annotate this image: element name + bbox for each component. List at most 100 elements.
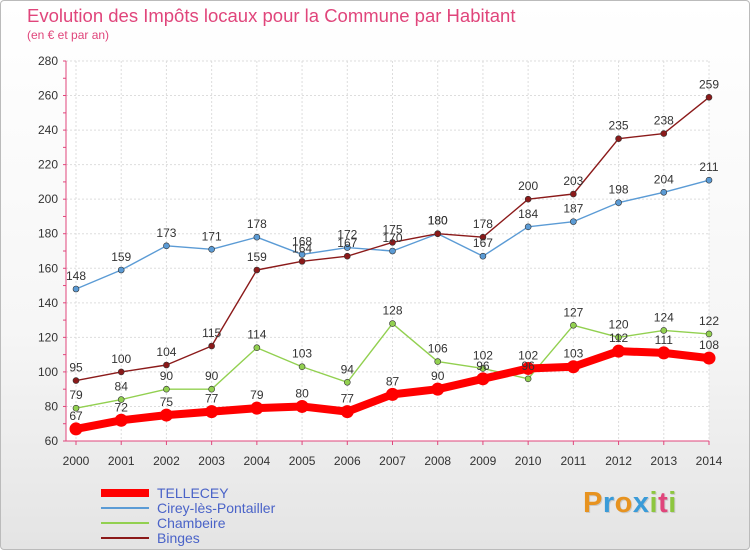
data-label: 90 xyxy=(160,369,174,383)
data-label: 127 xyxy=(563,305,583,319)
data-label: 200 xyxy=(518,179,538,193)
x-tick-label: 2009 xyxy=(470,454,497,468)
x-tick-label: 2008 xyxy=(424,454,451,468)
chart-title: Evolution des Impôts locaux pour la Comm… xyxy=(27,5,516,26)
data-label: 259 xyxy=(699,77,719,91)
data-point xyxy=(479,233,487,241)
data-label: 87 xyxy=(386,374,400,388)
data-point xyxy=(163,242,170,250)
data-label: 114 xyxy=(247,328,266,342)
data-label: 106 xyxy=(428,342,448,356)
proxiti-logo: Proxiti xyxy=(583,487,677,520)
data-point xyxy=(566,360,580,374)
data-point xyxy=(298,363,306,371)
data-label: 172 xyxy=(337,228,357,242)
data-label: 120 xyxy=(609,317,629,331)
data-label: 67 xyxy=(69,409,83,423)
data-point xyxy=(434,358,442,365)
data-point xyxy=(660,327,668,334)
data-label: 111 xyxy=(655,333,674,347)
data-label: 159 xyxy=(111,250,131,264)
data-point xyxy=(615,334,622,341)
data-label: 77 xyxy=(205,392,219,406)
y-tick-label: 180 xyxy=(38,227,58,241)
data-point xyxy=(205,405,219,419)
data-label: 167 xyxy=(473,236,493,250)
data-point xyxy=(295,399,309,413)
data-point xyxy=(615,135,622,143)
data-label: 102 xyxy=(473,348,493,362)
data-label: 204 xyxy=(654,172,674,186)
data-point xyxy=(524,195,532,203)
data-label: 198 xyxy=(609,183,629,197)
data-label: 164 xyxy=(292,241,312,255)
data-point xyxy=(479,365,487,372)
data-label: 178 xyxy=(247,217,267,231)
data-point xyxy=(72,285,80,293)
data-point xyxy=(657,346,671,360)
data-point xyxy=(69,422,83,436)
y-tick-label: 80 xyxy=(45,399,59,413)
x-tick-label: 2013 xyxy=(650,454,677,468)
data-label: 184 xyxy=(518,207,538,221)
data-label: 203 xyxy=(563,174,583,188)
logo-letter: t xyxy=(658,487,669,519)
data-label: 128 xyxy=(382,304,402,318)
data-point xyxy=(521,361,535,375)
data-point xyxy=(570,190,577,198)
data-label: 79 xyxy=(250,388,264,402)
data-point xyxy=(253,344,261,352)
data-label: 148 xyxy=(66,269,86,283)
data-label: 112 xyxy=(609,331,628,345)
y-tick-label: 100 xyxy=(38,365,58,379)
data-point xyxy=(705,176,713,184)
logo-letter: o xyxy=(614,487,633,519)
data-point xyxy=(702,351,716,365)
data-point xyxy=(705,93,713,101)
data-label: 175 xyxy=(382,222,402,236)
data-label: 108 xyxy=(699,338,719,352)
y-tick-label: 200 xyxy=(38,192,58,206)
data-point xyxy=(253,266,261,274)
data-point xyxy=(117,368,125,376)
data-label: 187 xyxy=(563,202,583,216)
data-point xyxy=(524,375,532,383)
data-point xyxy=(343,252,351,260)
data-label: 94 xyxy=(341,362,355,376)
logo-letter: r xyxy=(602,487,615,519)
data-point xyxy=(479,252,487,260)
data-point xyxy=(570,321,577,329)
chart-subtitle: (en € et par an) xyxy=(27,28,110,42)
legend-label: Chambeire xyxy=(157,515,226,531)
x-tick-label: 2004 xyxy=(244,454,271,468)
data-label: 90 xyxy=(431,369,445,383)
data-label: 124 xyxy=(654,310,674,324)
data-label: 77 xyxy=(341,392,355,406)
data-label: 95 xyxy=(69,361,83,375)
x-tick-label: 2014 xyxy=(696,454,723,468)
x-tick-label: 2007 xyxy=(379,454,406,468)
x-tick-label: 2003 xyxy=(198,454,225,468)
data-label: 178 xyxy=(473,217,493,231)
data-label: 168 xyxy=(292,234,312,248)
x-tick-label: 2011 xyxy=(560,454,586,468)
y-tick-label: 60 xyxy=(45,434,59,448)
data-label: 84 xyxy=(115,380,129,394)
data-point xyxy=(389,320,396,327)
logo-letter: x xyxy=(632,487,650,519)
data-label: 104 xyxy=(156,345,176,359)
data-label: 72 xyxy=(115,400,129,414)
data-point xyxy=(570,218,577,225)
data-label: 96 xyxy=(476,359,490,373)
data-point xyxy=(389,239,396,246)
data-label: 159 xyxy=(247,250,267,264)
data-label: 96 xyxy=(521,359,535,373)
data-point xyxy=(431,382,445,396)
legend-label: Cirey-lès-Pontailler xyxy=(157,500,276,516)
data-point xyxy=(208,385,215,393)
data-label: 211 xyxy=(699,160,718,174)
data-point xyxy=(117,396,125,403)
data-point xyxy=(615,199,622,206)
data-point xyxy=(476,372,490,386)
